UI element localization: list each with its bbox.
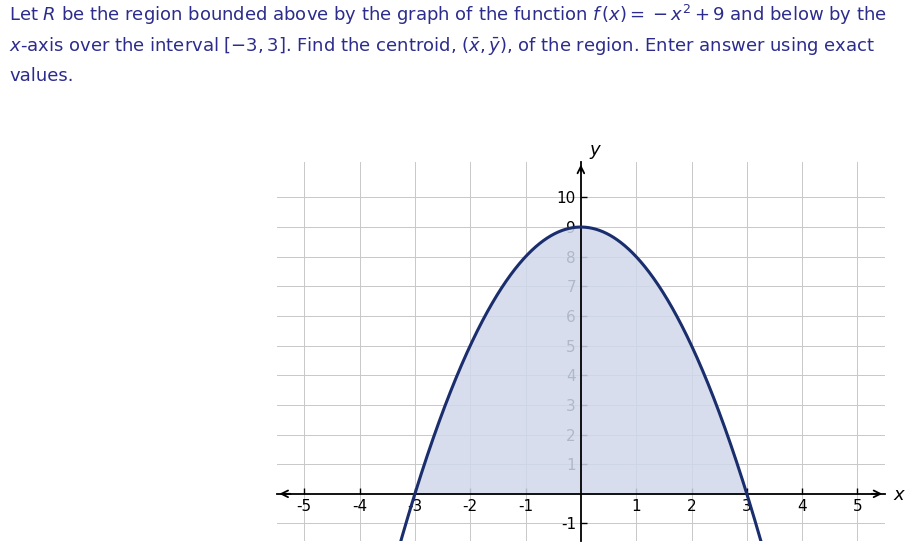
Text: values.: values. [9,67,74,85]
Text: $x$-axis over the interval $[-3, 3]$. Find the centroid, $(\bar{x}, \bar{y})$, o: $x$-axis over the interval $[-3, 3]$. Fi… [9,35,875,56]
Text: y: y [589,141,600,159]
Text: x: x [893,487,904,504]
Text: Let $R$ be the region bounded above by the graph of the function $f\,(x) = -x^2 : Let $R$ be the region bounded above by t… [9,3,887,27]
